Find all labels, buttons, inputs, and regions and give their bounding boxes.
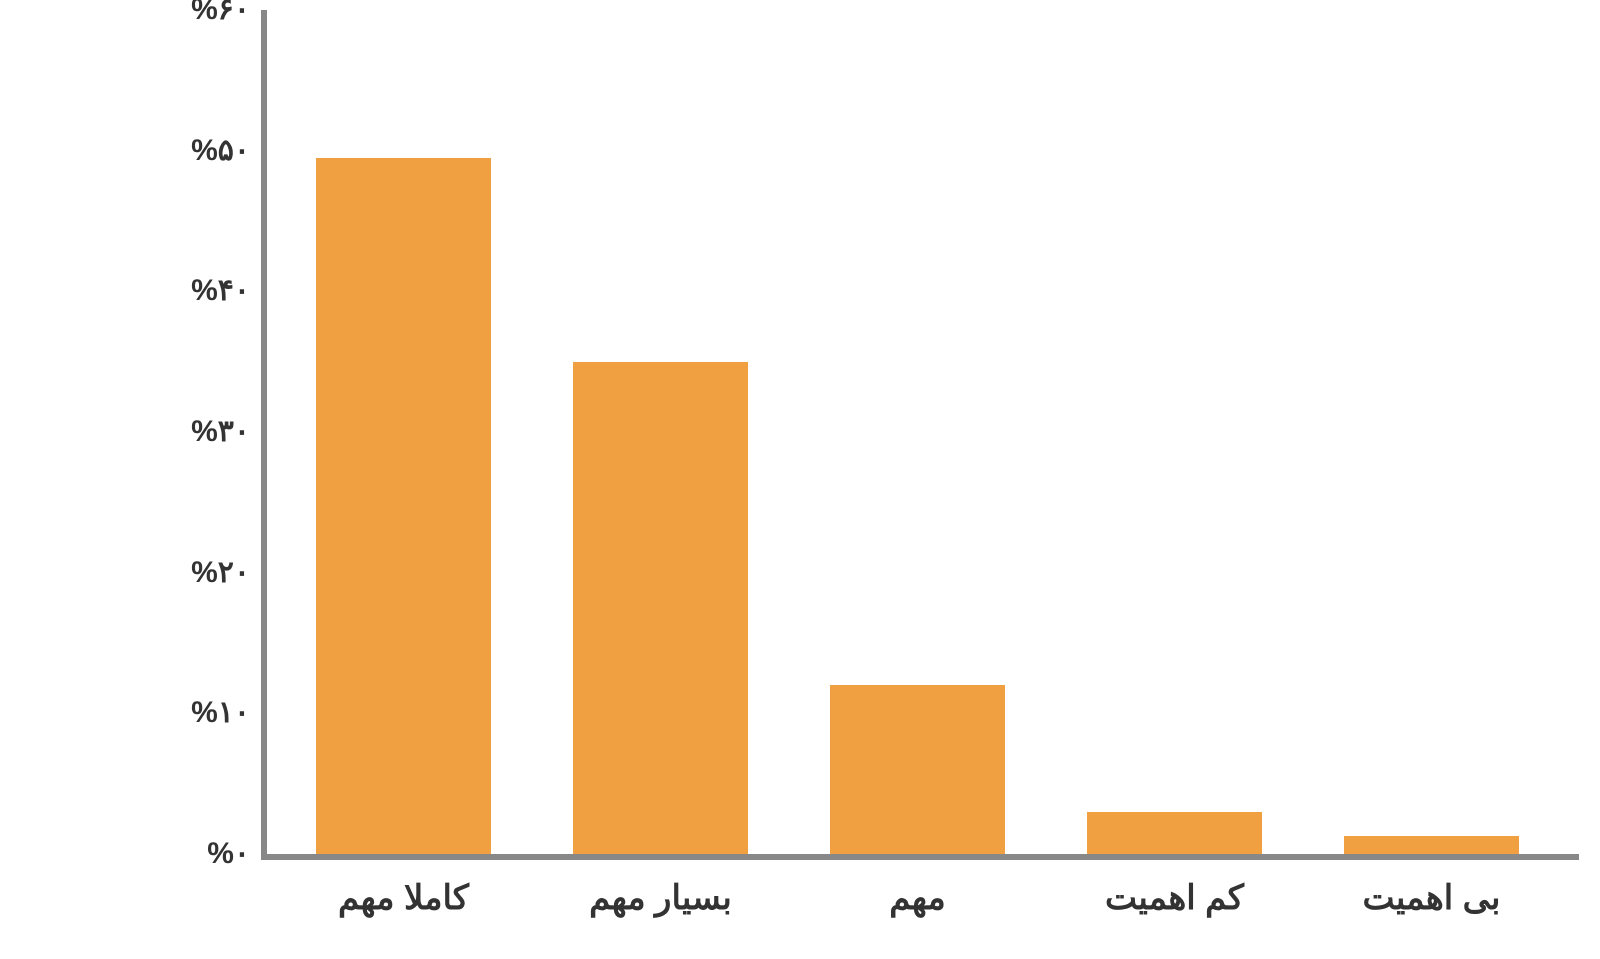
- x-axis-label: مهم: [789, 878, 1046, 918]
- x-axis-label: بسیار مهم: [532, 878, 789, 918]
- y-tick-label: %۲۰: [191, 555, 250, 590]
- bar-group: [1046, 812, 1303, 854]
- bar: [573, 362, 748, 854]
- x-axis-label: کم اهمیت: [1046, 878, 1303, 918]
- bar-group: [789, 685, 1046, 854]
- y-tick-label: %۳۰: [191, 414, 250, 449]
- bar: [830, 685, 1005, 854]
- y-axis-line: [261, 10, 267, 860]
- bar-group: [275, 158, 532, 854]
- y-tick-label: %۵۰: [191, 133, 250, 168]
- bar-chart: %۰ %۱۰ %۲۰ %۳۰ %۴۰ %۵۰ %۶۰ کاملا مهمبسیار مهمم…: [160, 0, 1580, 920]
- y-tick-label: %۴۰: [191, 273, 250, 308]
- y-tick-label: %۱۰: [191, 695, 250, 730]
- y-tick-label: %۰: [207, 836, 250, 871]
- y-tick-label: %۶۰: [191, 0, 250, 27]
- bar: [1344, 836, 1519, 854]
- bar-group: [532, 362, 789, 854]
- x-axis-labels: کاملا مهمبسیار مهممهمکم اهمیتبی اهمیت: [275, 878, 1560, 918]
- x-axis-label: کاملا مهم: [275, 878, 532, 918]
- x-axis-line: [261, 854, 1579, 860]
- plot-area: [275, 10, 1560, 854]
- bar-group: [1303, 836, 1560, 854]
- bar: [1087, 812, 1262, 854]
- bar: [316, 158, 491, 854]
- x-axis-label: بی اهمیت: [1303, 878, 1560, 918]
